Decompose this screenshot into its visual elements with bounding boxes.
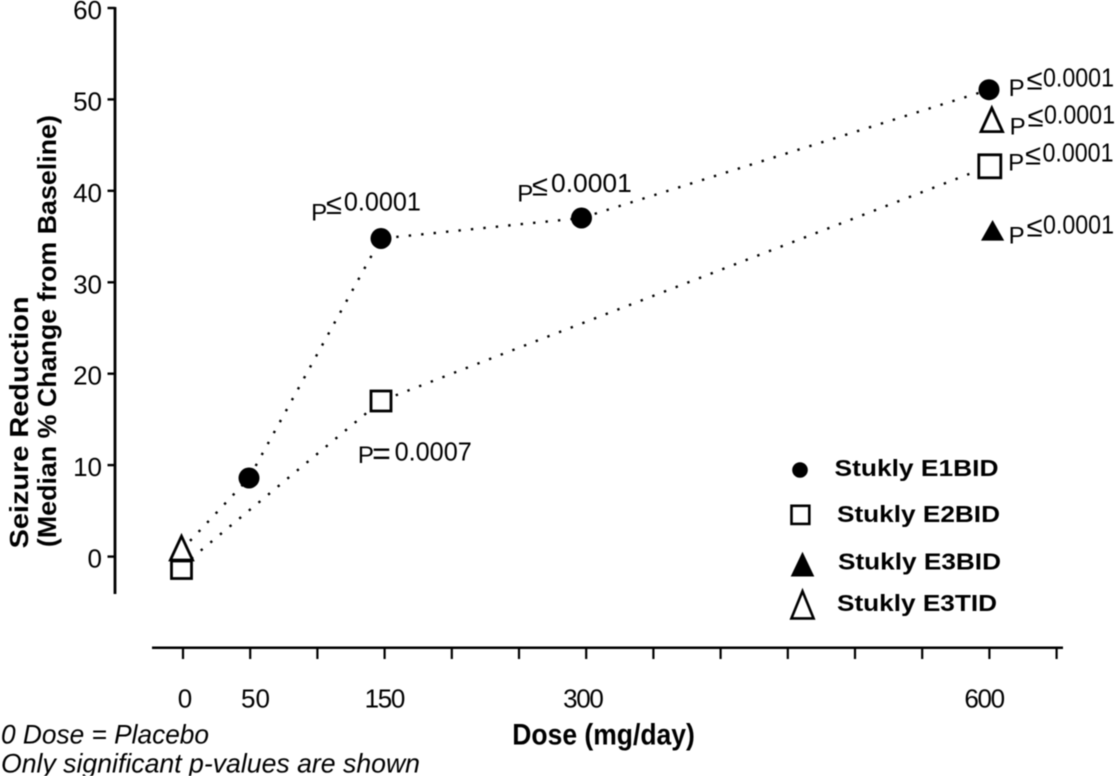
svg-text:Stukly E2BID: Stukly E2BID (837, 501, 1000, 527)
svg-text:≤: ≤ (1025, 140, 1041, 172)
svg-text:30: 30 (73, 269, 102, 299)
svg-text:≤: ≤ (326, 189, 342, 221)
svg-text:=: = (372, 436, 391, 472)
svg-text:20: 20 (73, 361, 102, 391)
svg-text:Seizure Reduction: Seizure Reduction (4, 296, 34, 548)
svg-text:P: P (1008, 150, 1024, 177)
svg-text:P: P (1009, 223, 1025, 250)
svg-text:600: 600 (964, 684, 1005, 714)
svg-text:Stukly E3BID: Stukly E3BID (838, 549, 1001, 575)
svg-text:Dose (mg/day): Dose (mg/day) (512, 718, 695, 751)
svg-text:P: P (517, 181, 533, 208)
svg-text:P: P (1009, 75, 1025, 102)
svg-text:40: 40 (73, 178, 102, 208)
svg-text:10: 10 (73, 452, 102, 482)
svg-text:≤: ≤ (1027, 65, 1043, 97)
svg-text:(Median % Change from Baseline: (Median % Change from Baseline) (32, 115, 62, 547)
svg-text:0.0001: 0.0001 (1043, 62, 1114, 92)
svg-text:50: 50 (241, 684, 270, 714)
svg-text:0.0001: 0.0001 (1043, 210, 1114, 240)
svg-text:0.0001: 0.0001 (1044, 100, 1115, 130)
svg-text:Only significant p-values are: Only significant p-values are shown (1, 748, 420, 776)
svg-text:0.0007: 0.0007 (395, 437, 472, 467)
svg-text:0 Dose = Placebo: 0 Dose = Placebo (1, 720, 209, 750)
svg-text:≤: ≤ (1028, 102, 1044, 134)
svg-text:60: 60 (73, 0, 102, 25)
svg-text:Stukly E3TID: Stukly E3TID (837, 590, 997, 616)
svg-text:0.0001: 0.0001 (551, 168, 632, 198)
svg-text:0.0001: 0.0001 (1043, 138, 1114, 168)
svg-text:0: 0 (88, 544, 102, 574)
svg-text:50: 50 (73, 86, 102, 116)
svg-text:P: P (1010, 114, 1026, 141)
svg-text:150: 150 (365, 684, 406, 714)
svg-text:≤: ≤ (532, 170, 548, 202)
svg-text:P: P (311, 200, 327, 227)
svg-text:P: P (358, 442, 374, 469)
svg-text:300: 300 (563, 684, 604, 714)
svg-text:0.0001: 0.0001 (344, 187, 421, 217)
svg-text:0: 0 (178, 684, 192, 714)
svg-text:≤: ≤ (1027, 212, 1043, 244)
svg-text:Stukly E1BID: Stukly E1BID (835, 455, 999, 481)
